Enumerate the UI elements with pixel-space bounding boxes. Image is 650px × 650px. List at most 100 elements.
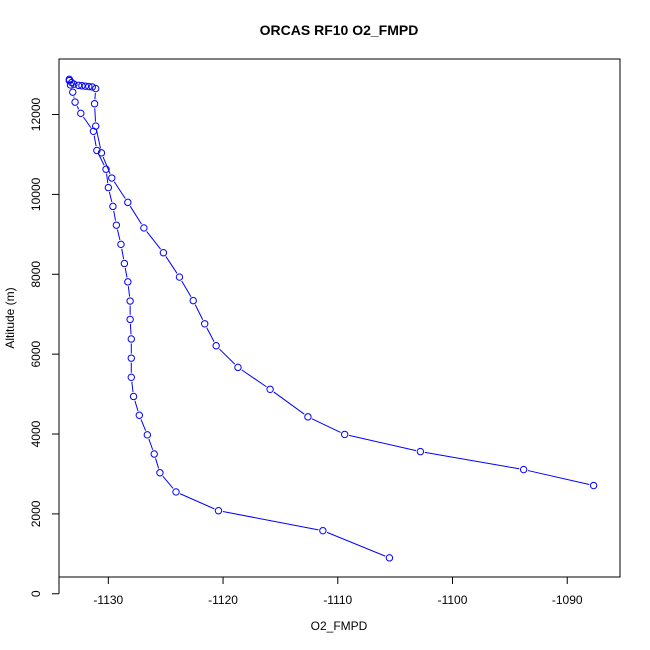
- data-point: [140, 224, 148, 232]
- y-tick-label: 6000: [29, 340, 43, 367]
- data-point: [589, 481, 598, 490]
- data-point: [304, 413, 312, 421]
- data-point: [126, 297, 134, 305]
- x-tick-label: -1090: [552, 593, 583, 607]
- series-segment: [96, 130, 101, 149]
- data-point: [69, 88, 77, 96]
- data-point: [156, 469, 164, 477]
- y-tick-label: 0: [29, 590, 43, 597]
- series-segment: [179, 493, 215, 510]
- data-point: [67, 78, 76, 87]
- series-segment: [165, 256, 178, 274]
- series-segment: [206, 327, 215, 342]
- data-point: [97, 149, 106, 157]
- data-point: [127, 373, 135, 382]
- series-segment: [106, 173, 109, 184]
- series-segment: [76, 105, 80, 110]
- data-point: [70, 80, 78, 88]
- data-point: [124, 278, 132, 286]
- series-segment: [326, 531, 386, 557]
- series-segment: [98, 154, 105, 166]
- data-point: [92, 122, 100, 130]
- data-point: [102, 165, 110, 173]
- x-axis-label: O2_FMPD: [311, 619, 368, 633]
- series-segment: [140, 419, 147, 431]
- series-segment: [134, 400, 139, 412]
- series-segment: [273, 391, 305, 415]
- data-point: [200, 320, 209, 328]
- y-tick-label: 10000: [29, 177, 43, 211]
- data-point: [129, 392, 138, 401]
- data-point: [74, 81, 83, 90]
- data-point: [127, 354, 135, 362]
- series-segment: [311, 418, 341, 433]
- series-segment: [108, 191, 113, 203]
- data-point: [127, 335, 135, 343]
- data-point: [120, 259, 129, 268]
- data-point: [85, 82, 93, 91]
- data-point: [124, 198, 132, 207]
- series-segment: [148, 438, 154, 450]
- data-point: [71, 98, 79, 106]
- data-point: [519, 465, 528, 474]
- data-point: [112, 221, 121, 229]
- chart-title: ORCAS RF10 O2_FMPD: [260, 22, 419, 38]
- series-segment: [82, 116, 92, 128]
- series-segment: [113, 181, 126, 199]
- data-point: [159, 249, 168, 257]
- data-point: [77, 109, 85, 118]
- data-point: [150, 450, 158, 458]
- series-segment: [127, 286, 131, 297]
- data-point: [109, 202, 117, 211]
- data-point: [126, 315, 134, 324]
- data-point: [81, 82, 90, 90]
- data-point: [189, 296, 197, 305]
- series-segment: [124, 267, 128, 278]
- series-segment: [146, 231, 162, 250]
- series-segment: [93, 135, 97, 147]
- series-segment: [129, 323, 132, 335]
- y-tick-label: 12000: [29, 98, 43, 132]
- data-point: [135, 411, 144, 419]
- series-segment: [155, 458, 160, 469]
- data-point: [212, 342, 220, 350]
- series-segment: [116, 229, 121, 241]
- y-tick-label: 4000: [29, 420, 43, 447]
- series-layer: [65, 75, 598, 562]
- y-axis-label: Altitude (m): [3, 287, 17, 348]
- x-tick-label: -1130: [93, 593, 123, 607]
- x-tick-label: -1100: [438, 593, 468, 607]
- data-point: [90, 100, 99, 108]
- series-segment: [241, 369, 267, 388]
- data-point: [214, 507, 223, 515]
- series-segment: [219, 348, 236, 365]
- data-point: [78, 82, 86, 90]
- series-segment: [194, 304, 204, 320]
- x-tick-label: -1110: [323, 593, 352, 607]
- data-point: [92, 84, 100, 93]
- series-segment: [129, 205, 142, 225]
- x-axis: -1130 -1120 -1110 -1100 -1090: [93, 576, 583, 607]
- data-point: [266, 385, 274, 393]
- data-point: [172, 488, 180, 496]
- data-point: [385, 554, 394, 562]
- y-tick-label: 2000: [29, 500, 43, 527]
- data-point: [108, 174, 116, 182]
- data-point: [175, 273, 184, 281]
- series-segment: [181, 280, 192, 297]
- series-segment: [527, 470, 590, 486]
- data-point: [104, 183, 113, 192]
- series-segment: [162, 475, 174, 489]
- series-segment: [94, 108, 96, 122]
- x-tick-label: -1120: [208, 593, 238, 607]
- plot-frame: [58, 58, 621, 578]
- data-point: [117, 240, 125, 249]
- data-point: [319, 526, 327, 535]
- data-point: [234, 363, 242, 372]
- series-segment: [222, 511, 319, 531]
- data-point: [340, 430, 349, 439]
- series-segment: [424, 451, 520, 470]
- series-segment: [348, 434, 417, 452]
- series-segment: [113, 210, 117, 221]
